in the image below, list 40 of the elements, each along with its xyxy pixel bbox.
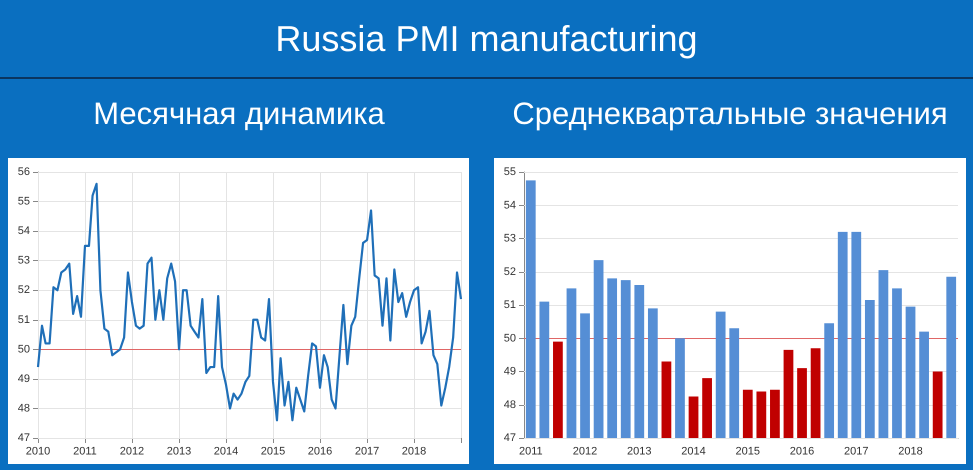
y-tick-label: 51 <box>504 299 516 311</box>
y-tick-label: 51 <box>18 314 30 326</box>
x-tick-label: 2012 <box>120 446 144 458</box>
x-tick-label: 2016 <box>308 446 332 458</box>
y-tick-label: 55 <box>18 196 30 208</box>
x-tick-label: 2018 <box>898 446 923 458</box>
y-tick-label: 47 <box>504 432 516 444</box>
y-tick-label: 55 <box>504 166 516 178</box>
y-tick-label: 54 <box>504 199 516 212</box>
chart-title: Russia PMI manufacturing <box>0 0 973 79</box>
y-tick-label: 50 <box>18 343 30 356</box>
y-tick-label: 50 <box>504 332 516 344</box>
y-tick-label: 54 <box>18 225 30 238</box>
y-tick-label: 49 <box>18 372 30 385</box>
chart-subtitle: Среднеквартальные значения <box>511 96 949 132</box>
y-tick-label: 53 <box>504 232 516 244</box>
x-tick-label: 2013 <box>627 446 652 458</box>
y-tick-label: 49 <box>504 366 516 378</box>
x-tick-label: 2011 <box>518 446 543 458</box>
x-tick-label: 2010 <box>26 446 50 458</box>
x-tick-label: 2017 <box>844 446 869 458</box>
y-tick-label: 52 <box>18 284 30 296</box>
x-tick-label: 2012 <box>572 446 598 458</box>
y-tick-label: 56 <box>18 166 30 178</box>
x-tick-label: 2011 <box>73 446 97 458</box>
y-tick-label: 53 <box>18 254 30 267</box>
y-tick-label: 48 <box>504 398 516 411</box>
x-tick-label: 2013 <box>166 446 192 458</box>
x-tick-label: 2014 <box>214 446 238 458</box>
x-tick-label: 2017 <box>354 446 380 458</box>
x-tick-label: 2014 <box>681 446 706 458</box>
y-tick-label: 47 <box>18 432 30 444</box>
x-tick-label: 2015 <box>736 446 760 458</box>
line-series <box>36 182 462 422</box>
x-tick-label: 2018 <box>402 446 426 458</box>
x-tick-label: 2016 <box>790 446 814 458</box>
x-tick-label: 2015 <box>260 446 286 458</box>
y-tick-label: 48 <box>18 402 30 414</box>
y-tick-label: 52 <box>504 266 516 278</box>
chart-subtitle: Месячная динамика <box>92 96 386 132</box>
